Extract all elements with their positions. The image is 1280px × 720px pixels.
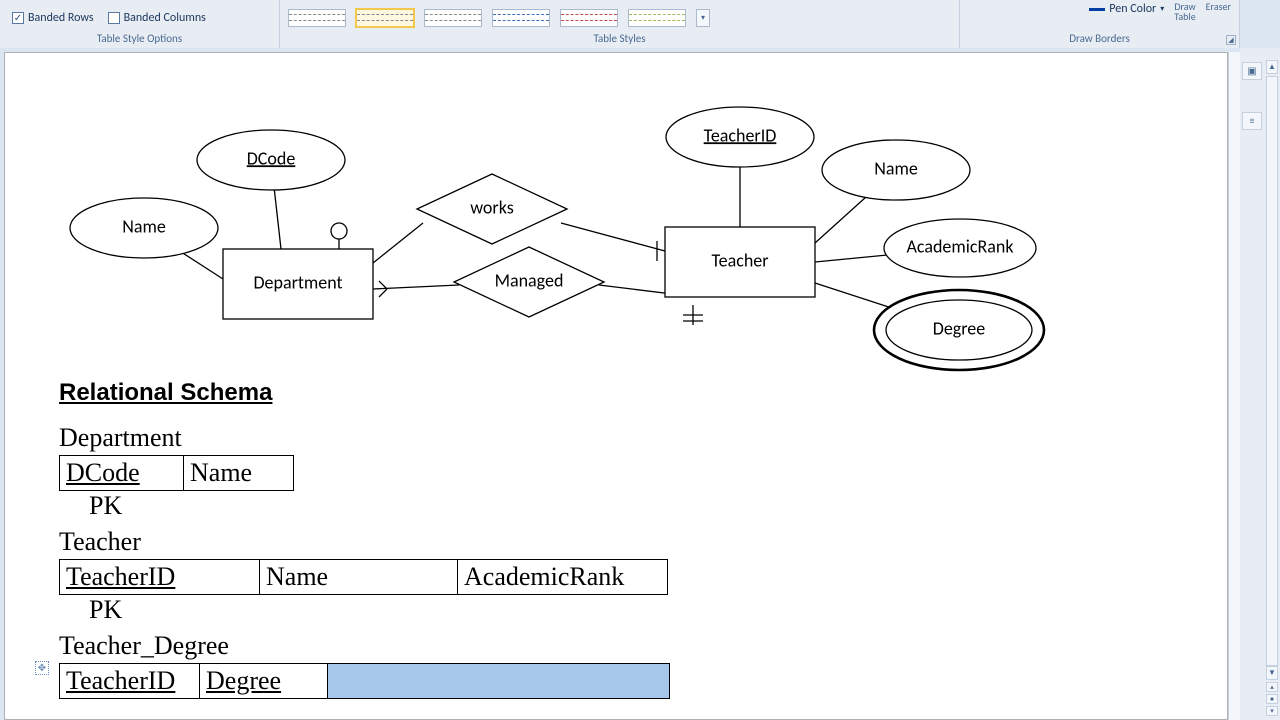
table-anchor-icon[interactable]: ✥ [35,661,49,675]
ribbon-group-table-styles: ▾ Table Styles [280,0,960,48]
table-style-thumb[interactable] [560,9,618,27]
svg-text:Degree: Degree [933,317,985,339]
table-title: Teacher [59,527,670,557]
pen-color-dropdown[interactable]: Pen Color ▾ [1089,2,1164,16]
dialog-launcher-icon[interactable]: ◢ [1226,35,1236,45]
table-title: Teacher_Degree [59,631,670,661]
schema-column[interactable] [328,664,670,699]
table-style-thumb[interactable] [492,9,550,27]
table-style-thumb[interactable] [356,9,414,27]
ribbon-group-label: Table Style Options [0,30,279,48]
table-style-thumb[interactable] [628,9,686,27]
check-icon [108,12,120,24]
vertical-scrollbar: ▣ ≡ ▲ ▼ ▴ ● ▾ [1240,48,1280,720]
schema-column[interactable]: DCode [60,456,184,491]
schema-column[interactable]: TeacherID [60,664,200,699]
schema-column[interactable]: Degree [200,664,328,699]
toolbox-button[interactable]: ▣ [1242,62,1262,80]
svg-text:TeacherID: TeacherID [704,124,777,146]
view-mode-button[interactable]: ≡ [1242,112,1262,130]
scroll-down-button[interactable]: ▼ [1266,666,1278,680]
schema-column[interactable]: TeacherID [60,560,260,595]
document-area: DepartmentTeacherworksManagedNameDCodeTe… [0,48,1240,720]
next-page-button[interactable]: ▾ [1266,706,1278,716]
checkbox-banded-rows[interactable]: ✓ Banded Rows [12,11,94,25]
schema-column[interactable]: Name [260,560,458,595]
svg-text:Name: Name [874,157,918,179]
browse-object-button[interactable]: ● [1266,694,1278,704]
check-icon: ✓ [12,12,24,24]
draw-table-button[interactable]: Draw Table [1174,2,1195,22]
page[interactable]: DepartmentTeacherworksManagedNameDCodeTe… [4,52,1228,720]
chevron-down-icon: ▾ [1160,4,1164,14]
relational-schema-section: Relational Schema DepartmentDCodeNamePKT… [59,379,670,699]
checkbox-banded-columns[interactable]: Banded Columns [108,11,206,25]
ribbon-group-style-options: ✓ Banded Rows Banded Columns Table Style… [0,0,280,48]
schema-table[interactable]: TeacherIDDegree [59,663,670,699]
svg-text:Managed: Managed [495,269,564,291]
table-style-thumb[interactable] [288,9,346,27]
svg-text:AcademicRank: AcademicRank [906,235,1013,257]
table-style-thumb[interactable] [424,9,482,27]
vertical-ruler [1228,52,1240,720]
schema-heading: Relational Schema [59,379,670,407]
ribbon: ✓ Banded Rows Banded Columns Table Style… [0,0,1240,48]
table-title: Department [59,423,670,453]
ribbon-group-draw-borders: Pen Color ▾ Draw Table Eraser Draw Borde… [960,0,1240,48]
checkbox-label: Banded Rows [28,11,94,25]
svg-text:Teacher: Teacher [711,249,768,271]
svg-text:DCode: DCode [247,147,296,169]
previous-page-button[interactable]: ▴ [1266,682,1278,692]
scroll-up-button[interactable]: ▲ [1266,60,1278,74]
checkbox-label: Banded Columns [124,11,206,25]
svg-text:Department: Department [253,271,342,293]
pen-color-icon [1089,8,1105,11]
pk-label: PK [89,491,670,521]
schema-column[interactable]: AcademicRank [458,560,668,595]
pen-color-label: Pen Color [1109,2,1156,16]
schema-table[interactable]: TeacherIDNameAcademicRank [59,559,668,595]
pk-label: PK [89,595,670,625]
svg-text:Name: Name [122,215,166,237]
eraser-button[interactable]: Eraser [1206,2,1231,12]
ribbon-group-label: Draw Borders [960,30,1239,48]
svg-text:works: works [470,196,514,218]
er-diagram: Department Teacher works Managed Name DCode Te… [5,53,1229,383]
schema-column[interactable]: Name [184,456,294,491]
scroll-track[interactable] [1266,76,1278,666]
table-styles-gallery: ▾ [280,6,959,30]
table-styles-more-button[interactable]: ▾ [696,9,710,27]
ribbon-group-label: Table Styles [280,30,959,48]
schema-table[interactable]: DCodeName [59,455,294,491]
